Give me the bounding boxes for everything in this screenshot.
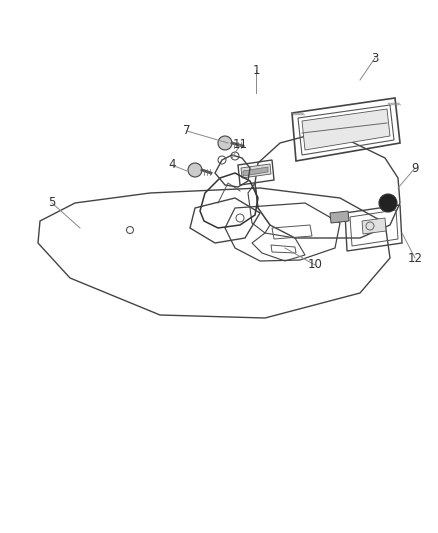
Circle shape [379, 194, 397, 212]
Text: 1: 1 [252, 63, 260, 77]
Polygon shape [330, 211, 349, 223]
Polygon shape [362, 218, 386, 234]
Polygon shape [243, 167, 268, 176]
Text: 9: 9 [411, 161, 419, 174]
Circle shape [218, 136, 232, 150]
Text: 3: 3 [371, 52, 379, 64]
Polygon shape [302, 109, 390, 150]
Text: 5: 5 [48, 197, 56, 209]
Text: 12: 12 [407, 252, 423, 264]
Text: 11: 11 [233, 139, 247, 151]
Text: 10: 10 [307, 259, 322, 271]
Polygon shape [241, 164, 271, 178]
Text: 4: 4 [168, 158, 176, 172]
Circle shape [188, 163, 202, 177]
Text: 7: 7 [183, 125, 191, 138]
